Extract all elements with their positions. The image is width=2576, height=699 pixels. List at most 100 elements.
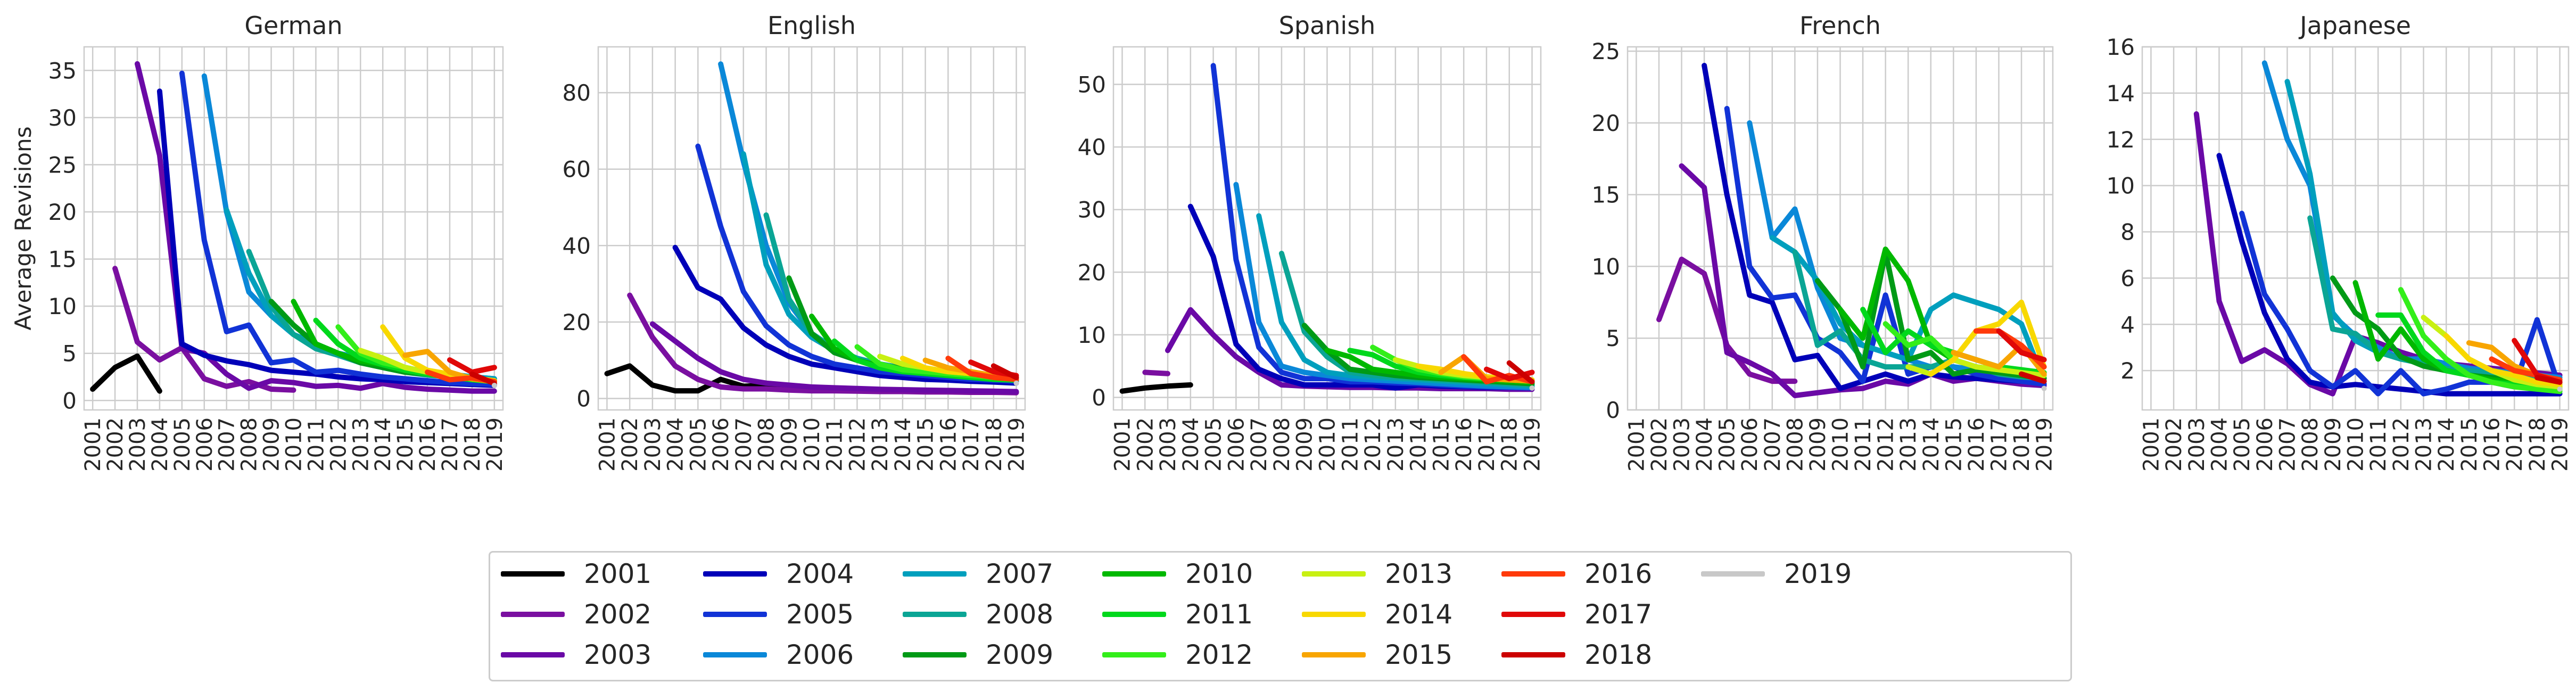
series-line-2018 <box>990 363 1019 380</box>
y-tick-label: 60 <box>563 157 591 183</box>
panel-title: Spanish <box>1279 11 1376 40</box>
y-tick-label: 4 <box>2120 311 2135 338</box>
series-line-2018 <box>1506 360 1535 385</box>
series-line-2012 <box>2398 287 2563 394</box>
legend-swatch <box>501 612 565 617</box>
x-tick-label: 2005 <box>2230 417 2255 472</box>
y-tick-label: 40 <box>1078 134 1106 160</box>
legend-item-2004: 2004 <box>703 558 854 590</box>
x-tick-label: 2012 <box>845 417 870 472</box>
x-tick-label: 2011 <box>1338 417 1363 472</box>
series-line-2019 <box>1013 380 1019 386</box>
x-tick-label: 2016 <box>1452 417 1476 472</box>
legend-label: 2001 <box>584 558 652 589</box>
series-line-2019 <box>491 382 497 388</box>
x-tick-label: 2014 <box>891 417 915 472</box>
legend-item-2019: 2019 <box>1701 558 1852 590</box>
x-tick-label: 2013 <box>1896 417 1921 472</box>
x-tick-label: 2010 <box>800 417 824 472</box>
legend-item-2014: 2014 <box>1302 598 1452 630</box>
x-tick-label: 2015 <box>1429 417 1454 472</box>
series-line-2018 <box>2019 371 2047 384</box>
x-tick-label: 2017 <box>438 417 463 472</box>
panel-spanish: 0102030405020012002200320042005200620072… <box>1078 11 1545 472</box>
y-tick-label: 5 <box>1606 325 1620 351</box>
legend-swatch <box>501 571 565 577</box>
y-tick-label: 15 <box>48 246 77 273</box>
legend-swatch <box>1302 571 1366 577</box>
x-tick-label: 2017 <box>1475 417 1499 472</box>
x-tick-label: 2006 <box>193 417 217 472</box>
x-tick-label: 2011 <box>823 417 847 472</box>
legend-swatch <box>1102 612 1166 617</box>
legend-swatch <box>703 652 767 657</box>
x-tick-label: 2008 <box>1270 417 1294 472</box>
x-tick-label: 2011 <box>1851 417 1876 472</box>
x-tick-label: 2010 <box>2344 417 2368 472</box>
panel-english: 0204060802001200220032004200520062007200… <box>563 11 1029 472</box>
legend-item-2003: 2003 <box>501 639 651 671</box>
x-tick-label: 2002 <box>1647 417 1672 472</box>
legend: 2001 2002 2003 2004 2005 2006 2007 2008 2009 2010… <box>489 551 2072 681</box>
legend-swatch <box>703 571 767 577</box>
x-tick-label: 2007 <box>732 417 756 472</box>
series-line-2016 <box>945 356 1019 382</box>
legend-item-2006: 2006 <box>703 639 854 671</box>
series-line-2014 <box>1928 299 2047 377</box>
legend-item-2016: 2016 <box>1501 558 1652 590</box>
y-tick-label: 25 <box>1592 38 1620 64</box>
y-tick-label: 12 <box>2107 127 2135 153</box>
x-tick-label: 2009 <box>1806 417 1830 472</box>
x-tick-label: 2001 <box>2139 417 2164 472</box>
y-axis-label: Average Revisions <box>10 126 36 330</box>
x-tick-label: 2018 <box>460 417 485 472</box>
x-tick-label: 2018 <box>982 417 1006 472</box>
series-line-2001 <box>1119 382 1193 394</box>
x-tick-label: 2007 <box>1761 417 1785 472</box>
series-line-2019 <box>2557 386 2563 392</box>
series-line-2009 <box>1814 249 2047 381</box>
panel-german: 0510152025303520012002200320042005200620… <box>10 11 507 472</box>
x-tick-label: 2018 <box>2525 417 2550 472</box>
series-line-2001 <box>90 353 162 394</box>
legend-item-2007: 2007 <box>903 558 1053 590</box>
legend-swatch <box>1501 571 1565 577</box>
x-tick-label: 2006 <box>1738 417 1762 472</box>
legend-label: 2018 <box>1584 639 1653 670</box>
y-tick-label: 20 <box>1592 110 1620 136</box>
legend-label: 2010 <box>1185 558 1253 589</box>
x-tick-label: 2019 <box>1521 417 1545 472</box>
series-line-2019 <box>2041 385 2047 391</box>
x-tick-label: 2001 <box>1110 417 1135 472</box>
x-tick-label: 2004 <box>1692 417 1717 472</box>
x-tick-label: 2009 <box>777 417 802 472</box>
y-tick-label: 0 <box>576 385 591 412</box>
x-tick-label: 2015 <box>393 417 418 472</box>
x-tick-label: 2013 <box>1384 417 1408 472</box>
x-tick-label: 2012 <box>2389 417 2414 472</box>
x-tick-label: 2016 <box>936 417 961 472</box>
x-tick-label: 2002 <box>618 417 642 472</box>
panel-title: Japanese <box>2298 11 2411 40</box>
legend-item-2008: 2008 <box>903 598 1053 630</box>
legend-label: 2007 <box>986 558 1054 589</box>
x-tick-label: 2019 <box>483 417 507 472</box>
x-tick-label: 2019 <box>2548 417 2573 472</box>
x-tick-label: 2012 <box>1361 417 1385 472</box>
y-tick-label: 2 <box>2120 358 2135 384</box>
x-tick-label: 2018 <box>1498 417 1522 472</box>
legend-label: 2014 <box>1385 599 1453 630</box>
series-line-2002 <box>112 266 296 393</box>
x-tick-label: 2011 <box>2366 417 2391 472</box>
x-tick-label: 2008 <box>237 417 262 472</box>
y-tick-label: 20 <box>1078 259 1106 285</box>
legend-label: 2009 <box>986 639 1054 670</box>
panel-japanese: 2 4 6 8 10 12 14 16 2001200220032004200520062007… <box>2107 11 2573 472</box>
x-tick-label: 2015 <box>914 417 938 472</box>
panel-title: English <box>767 11 856 40</box>
y-tick-label: 30 <box>1078 197 1106 223</box>
legend-label: 2015 <box>1385 639 1453 670</box>
x-tick-label: 2004 <box>2207 417 2232 472</box>
legend-item-2001: 2001 <box>501 558 651 590</box>
legend-swatch <box>1501 612 1565 617</box>
